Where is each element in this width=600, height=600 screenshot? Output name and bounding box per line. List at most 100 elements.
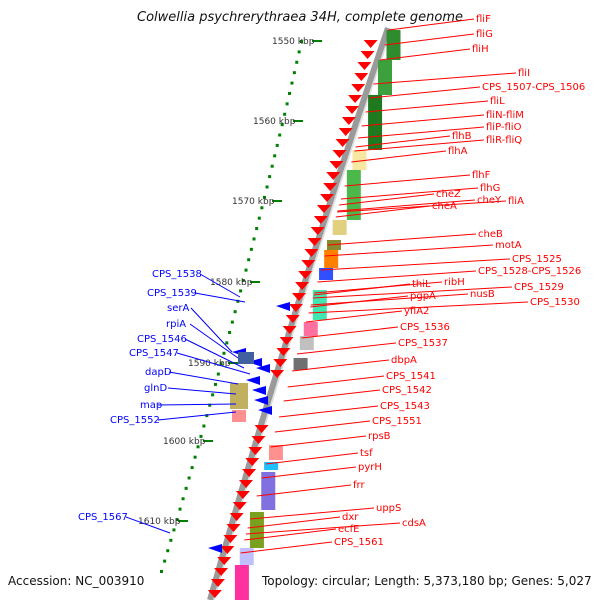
forward-gene-leader xyxy=(320,258,511,271)
forward-gene-label: cdsA xyxy=(402,518,426,529)
reverse-gene-label: dapD xyxy=(145,367,172,378)
tick-dot xyxy=(199,434,203,438)
forward-gene-label: CPS_1542 xyxy=(382,385,432,396)
reverse-gene-arrow xyxy=(276,302,290,311)
reverse-gene-arrow xyxy=(254,396,268,405)
forward-gene-leader xyxy=(274,420,371,433)
reverse-gene-label: CPS_1539 xyxy=(147,288,197,299)
forward-gene-leader xyxy=(270,435,367,448)
forward-gene-label: CPS_1561 xyxy=(334,537,384,548)
tick-dot xyxy=(249,247,253,251)
forward-gene-leader xyxy=(287,375,385,388)
forward-gene-label: yfiA2 xyxy=(404,306,429,317)
tick-dot xyxy=(190,466,194,470)
tick-dot xyxy=(193,455,197,459)
forward-gene-leader xyxy=(335,205,431,218)
forward-gene-leader xyxy=(310,293,469,306)
forward-gene-arrow xyxy=(354,73,369,81)
kbp-label: 1570 kbp xyxy=(232,197,275,207)
forward-gene-label: CPS_1507-CPS_1506 xyxy=(482,82,585,93)
tick-dot xyxy=(278,133,282,137)
reverse-gene-leader xyxy=(125,516,171,534)
kbp-label: 1560 kbp xyxy=(253,117,296,127)
tick-dot xyxy=(181,497,185,501)
forward-gene-arrow xyxy=(341,117,356,125)
tick-dot xyxy=(290,81,294,85)
tick-dot xyxy=(255,227,259,231)
forward-gene-arrow xyxy=(239,480,253,488)
forward-gene-label: ribH xyxy=(444,277,465,288)
forward-gene-arrow xyxy=(304,249,319,257)
tick-dot xyxy=(187,476,191,480)
forward-gene-arrow xyxy=(320,194,335,202)
forward-gene-arrow xyxy=(273,359,288,367)
reverse-gene-arrow xyxy=(246,376,260,385)
forward-gene-label: pyrH xyxy=(358,462,382,473)
tick-dot xyxy=(202,424,206,428)
forward-gene-leader xyxy=(312,286,513,299)
gene-band xyxy=(299,336,314,350)
tick-dot xyxy=(169,538,173,542)
tick-dot xyxy=(172,528,176,532)
forward-gene-arrow xyxy=(207,590,222,598)
tick-dot xyxy=(196,445,200,449)
forward-gene-label: flhB xyxy=(452,131,472,142)
forward-gene-arrow xyxy=(316,205,331,213)
forward-gene-leader xyxy=(261,466,357,479)
tick-dot xyxy=(175,518,179,522)
forward-gene-label: ecfE xyxy=(338,524,360,535)
forward-gene-label: fliI xyxy=(518,68,530,79)
tick-dot xyxy=(163,559,167,563)
forward-gene-label: CPS_1528-CPS_1526 xyxy=(478,266,581,277)
tick-dot xyxy=(225,341,229,345)
forward-gene-arrow xyxy=(335,139,350,147)
forward-gene-leader xyxy=(358,126,485,139)
forward-gene-arrow xyxy=(301,260,316,268)
forward-gene-arrow xyxy=(232,502,247,510)
tick-dot xyxy=(270,164,274,168)
forward-gene-label: fliR-fliQ xyxy=(486,135,522,146)
tick-dot xyxy=(244,268,248,272)
tick-dot xyxy=(160,570,163,573)
reverse-gene-label: glnD xyxy=(144,383,167,394)
tick-dot xyxy=(262,195,266,199)
forward-gene-label: fliG xyxy=(476,29,493,40)
tick-dot xyxy=(219,362,223,366)
gene-band xyxy=(352,150,367,170)
forward-gene-label: fliA xyxy=(508,196,524,207)
forward-gene-label: CPS_1536 xyxy=(400,322,450,333)
reverse-gene-leader xyxy=(184,338,245,369)
reverse-band xyxy=(238,352,254,364)
forward-gene-arrow xyxy=(254,425,269,433)
forward-gene-arrow xyxy=(329,161,344,169)
kbp-label: 1590 kbp xyxy=(188,359,231,369)
forward-gene-leader xyxy=(283,389,381,402)
tick-dot xyxy=(184,486,188,490)
forward-gene-leader xyxy=(256,484,352,497)
forward-gene-leader xyxy=(250,507,375,520)
gene-band xyxy=(261,472,276,510)
forward-gene-arrow xyxy=(344,106,359,114)
forward-gene-leader xyxy=(369,86,481,99)
forward-gene-label: flhA xyxy=(448,146,468,157)
forward-gene-arrow xyxy=(288,304,303,312)
forward-gene-label: CPS_1525 xyxy=(512,254,562,265)
forward-gene-label: rpsB xyxy=(368,431,391,442)
forward-gene-arrow xyxy=(223,535,238,543)
reverse-gene-leader xyxy=(157,411,237,421)
forward-gene-label: fliH xyxy=(472,44,489,55)
reverse-gene-leader xyxy=(168,371,239,385)
forward-gene-arrow xyxy=(332,150,347,158)
forward-gene-label: frr xyxy=(353,480,365,491)
gene-band xyxy=(239,548,254,565)
forward-gene-arrow xyxy=(235,491,250,499)
forward-gene-label: dxr xyxy=(342,512,359,523)
tick-dot xyxy=(283,112,287,116)
forward-gene-leader xyxy=(354,139,485,152)
forward-gene-arrow xyxy=(279,337,294,345)
forward-gene-arrow xyxy=(291,293,306,301)
forward-gene-leader xyxy=(373,72,517,85)
forward-gene-leader xyxy=(240,541,333,554)
reverse-gene-label: CPS_1546 xyxy=(137,334,187,345)
forward-gene-label: motA xyxy=(495,240,522,251)
